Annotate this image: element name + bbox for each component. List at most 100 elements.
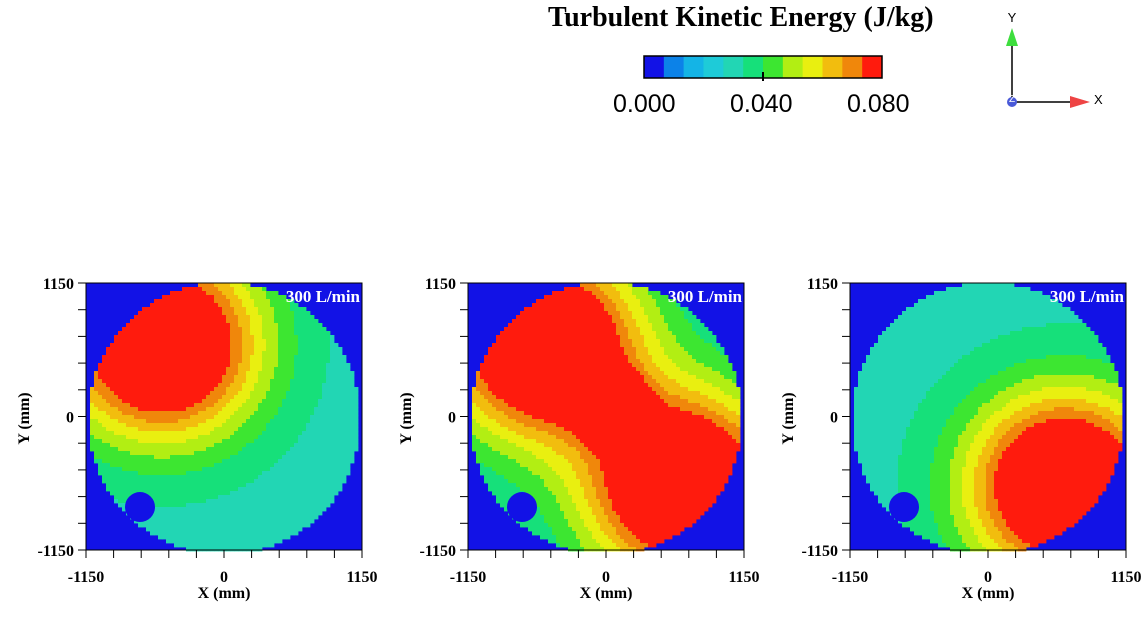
contour-cell xyxy=(126,383,130,387)
contour-cell xyxy=(202,359,206,363)
contour-cell xyxy=(274,339,278,343)
contour-cell xyxy=(326,363,330,367)
contour-cell xyxy=(158,347,162,351)
contour-cell xyxy=(306,479,310,483)
contour-cell xyxy=(270,319,274,323)
contour-cell xyxy=(166,311,170,315)
contour-cell xyxy=(190,495,194,499)
contour-cell xyxy=(186,291,190,295)
contour-cell xyxy=(648,347,652,351)
contour-cell xyxy=(290,491,294,495)
contour-cell xyxy=(322,423,326,427)
contour-cell xyxy=(306,455,310,459)
contour-cell xyxy=(338,411,342,415)
contour-cell xyxy=(310,459,314,463)
contour-cell xyxy=(334,455,338,459)
contour-cell xyxy=(262,471,266,475)
contour-cell xyxy=(122,363,126,367)
contour-cell xyxy=(114,447,118,451)
contour-cell xyxy=(668,363,672,367)
contour-cell xyxy=(660,359,664,363)
contour-cell xyxy=(712,363,716,367)
contour-cell xyxy=(158,343,162,347)
contour-cell xyxy=(238,367,242,371)
contour-cell xyxy=(656,315,660,319)
contour-cell xyxy=(270,471,274,475)
contour-cell xyxy=(110,415,114,419)
contour-cell xyxy=(250,367,254,371)
contour-cell xyxy=(326,483,330,487)
contour-cell xyxy=(170,487,174,491)
contour-cell xyxy=(556,299,560,303)
contour-cell xyxy=(166,419,170,423)
contour-cell xyxy=(338,371,342,375)
contour-cell xyxy=(512,379,516,383)
contour-cell xyxy=(194,371,198,375)
contour-cell xyxy=(672,347,676,351)
contour-cell xyxy=(162,519,166,523)
contour-cell xyxy=(262,527,266,531)
contour-cell xyxy=(322,503,326,507)
contour-cell xyxy=(234,395,238,399)
contour-cell xyxy=(194,523,198,527)
contour-cell xyxy=(118,451,122,455)
contour-cell xyxy=(162,375,166,379)
contour-cell xyxy=(262,399,266,403)
contour-cell xyxy=(716,371,720,375)
contour-cell xyxy=(254,415,258,419)
contour-cell xyxy=(298,399,302,403)
contour-cell xyxy=(254,327,258,331)
contour-cell xyxy=(250,467,254,471)
contour-cell xyxy=(226,379,230,383)
contour-cell xyxy=(202,299,206,303)
contour-cell xyxy=(314,511,318,515)
contour-cell xyxy=(656,335,660,339)
contour-cell xyxy=(600,327,604,331)
contour-cell xyxy=(250,531,254,535)
contour-cell xyxy=(306,487,310,491)
contour-cell xyxy=(154,399,158,403)
contour-cell xyxy=(222,303,226,307)
contour-cell xyxy=(652,319,656,323)
contour-cell xyxy=(266,447,270,451)
contour-cell xyxy=(234,347,238,351)
contour-cell xyxy=(238,371,242,375)
contour-cell xyxy=(102,383,106,387)
contour-cell xyxy=(334,479,338,483)
contour-cell xyxy=(214,463,218,467)
contour-cell xyxy=(298,467,302,471)
contour-cell xyxy=(194,343,198,347)
contour-cell xyxy=(572,351,576,355)
contour-cell xyxy=(688,323,692,327)
contour-cell xyxy=(126,407,130,411)
contour-cell xyxy=(274,391,278,395)
contour-cell xyxy=(94,447,98,451)
contour-cell xyxy=(98,467,102,471)
contour-cell xyxy=(102,479,106,483)
contour-cell xyxy=(230,507,234,511)
contour-cell xyxy=(190,459,194,463)
contour-cell xyxy=(262,515,266,519)
contour-cell xyxy=(640,331,644,335)
contour-cell xyxy=(290,379,294,383)
contour-cell xyxy=(114,427,118,431)
contour-cell xyxy=(504,335,508,339)
contour-cell xyxy=(512,327,516,331)
contour-cell xyxy=(342,403,346,407)
contour-cell xyxy=(154,511,158,515)
contour-cell xyxy=(242,487,246,491)
contour-cell xyxy=(254,479,258,483)
contour-cell xyxy=(290,359,294,363)
contour-cell xyxy=(278,383,282,387)
contour-cell xyxy=(166,463,170,467)
contour-cell xyxy=(660,363,664,367)
contour-cell xyxy=(210,539,214,543)
contour-cell xyxy=(334,447,338,451)
contour-cell xyxy=(274,395,278,399)
contour-cell xyxy=(230,363,234,367)
contour-cell xyxy=(580,383,584,387)
contour-cell xyxy=(114,495,118,499)
contour-cell xyxy=(138,383,142,387)
contour-cell xyxy=(266,531,270,535)
contour-cell xyxy=(628,363,632,367)
